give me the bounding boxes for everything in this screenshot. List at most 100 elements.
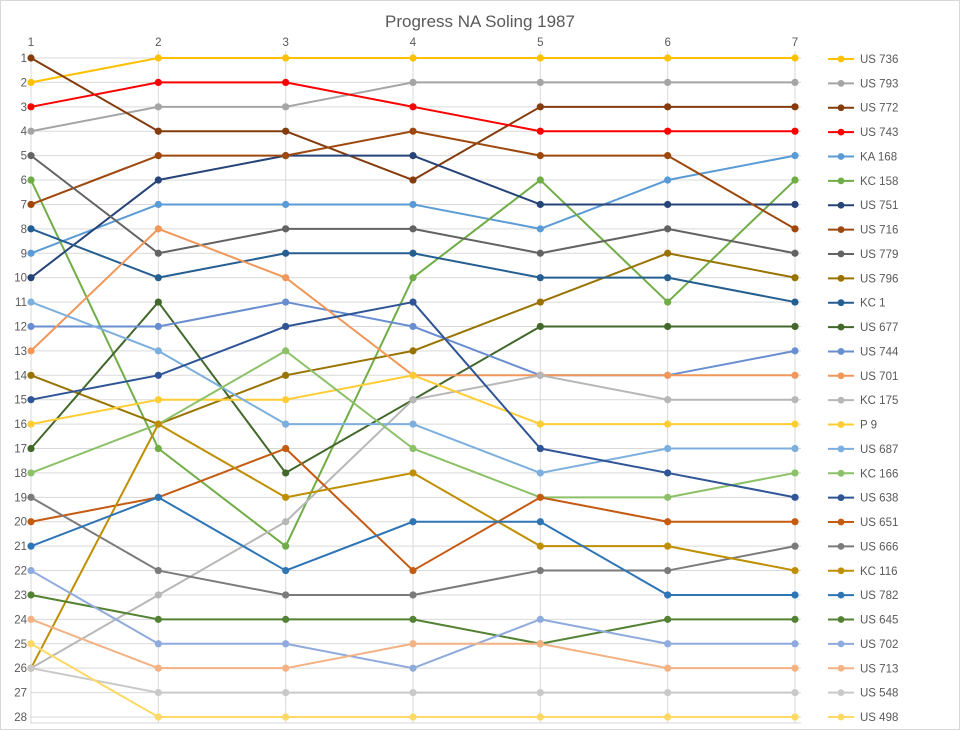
- y-tick-label: 12: [14, 321, 27, 333]
- data-point: [282, 322, 290, 331]
- chart-title: Progress NA Soling 1987: [385, 12, 575, 31]
- legend-dot-swatch: [837, 128, 845, 136]
- legend-dot-swatch: [837, 250, 845, 258]
- legend-label: US 701: [860, 371, 898, 383]
- y-tick-label: 6: [21, 175, 27, 187]
- data-point: [27, 176, 35, 184]
- legend-label: US 743: [860, 127, 898, 139]
- data-point: [536, 152, 544, 160]
- data-point: [409, 713, 417, 721]
- data-point: [664, 664, 672, 672]
- legend-dot-swatch: [837, 494, 845, 502]
- data-point: [536, 298, 544, 306]
- data-point: [791, 713, 799, 721]
- y-tick-label: 14: [14, 370, 27, 382]
- data-point: [536, 225, 544, 233]
- data-point: [664, 298, 672, 306]
- data-point: [154, 152, 162, 160]
- y-tick-label: 2: [21, 77, 27, 89]
- data-point: [664, 615, 672, 623]
- data-point: [791, 664, 799, 672]
- legend-dot-swatch: [837, 104, 845, 112]
- data-point: [664, 469, 672, 477]
- data-point: [27, 54, 35, 62]
- y-tick-label: 3: [21, 102, 27, 114]
- legend-item-us-793: US 793: [828, 78, 898, 90]
- y-tick-label: 8: [21, 224, 27, 236]
- legend-item-us-498: US 498: [828, 712, 898, 724]
- legend-dot-swatch: [837, 348, 845, 355]
- y-tick-label: 24: [14, 614, 27, 626]
- x-tick-label: 6: [664, 37, 670, 49]
- data-point: [409, 640, 417, 648]
- data-point: [282, 518, 290, 526]
- data-point: [664, 640, 672, 648]
- data-point: [791, 176, 799, 184]
- data-point: [664, 127, 672, 135]
- legend-dot-swatch: [837, 299, 845, 307]
- data-point: [664, 518, 672, 526]
- legend-label: US 645: [860, 615, 898, 627]
- data-point: [282, 469, 290, 477]
- legend-item-us-779: US 779: [828, 249, 898, 261]
- legend-dot-swatch: [837, 713, 845, 721]
- legend-label: KC 166: [860, 468, 898, 480]
- data-point: [664, 371, 672, 379]
- legend-label: US 666: [860, 541, 898, 553]
- series-us-645: [27, 591, 799, 648]
- data-point: [27, 640, 35, 648]
- data-point: [536, 249, 544, 257]
- legend-item-kc-116: KC 116: [828, 566, 898, 578]
- data-point: [27, 396, 35, 404]
- data-point: [154, 371, 162, 379]
- data-point: [536, 615, 544, 623]
- legend-dot-swatch: [837, 274, 845, 282]
- legend-item-us-743: US 743: [828, 127, 898, 139]
- legend-item-us-796: US 796: [828, 273, 898, 285]
- data-point: [154, 420, 162, 428]
- data-point: [536, 78, 544, 87]
- data-point: [409, 274, 417, 282]
- legend-label: US 716: [860, 225, 898, 237]
- data-point: [27, 493, 35, 501]
- data-point: [282, 444, 290, 453]
- legend-dot-swatch: [837, 469, 845, 477]
- series-us-716: [27, 127, 799, 233]
- data-point: [791, 347, 799, 355]
- y-tick-label: 18: [14, 468, 27, 480]
- legend-dot-swatch: [837, 518, 845, 526]
- series-us-793: [27, 78, 799, 135]
- data-point: [664, 274, 672, 282]
- x-tick-label: 1: [28, 37, 34, 49]
- data-point: [282, 396, 290, 404]
- data-point: [409, 396, 417, 404]
- data-point: [27, 78, 35, 87]
- y-tick-label: 4: [21, 126, 28, 138]
- data-point: [409, 420, 417, 428]
- legend-dot-swatch: [837, 421, 845, 428]
- data-point: [409, 615, 417, 623]
- legend-dot-swatch: [837, 153, 845, 160]
- data-point: [154, 322, 162, 331]
- legend-item-ka-168: KA 168: [828, 151, 897, 163]
- data-point: [791, 688, 799, 697]
- legend-item-us-782: US 782: [828, 590, 898, 602]
- data-point: [27, 591, 35, 599]
- y-tick-label: 11: [15, 297, 27, 309]
- data-point: [27, 469, 35, 477]
- data-point: [791, 420, 799, 428]
- legend-dot-swatch: [837, 55, 845, 63]
- data-point: [154, 54, 162, 62]
- data-point: [536, 127, 544, 135]
- data-point: [536, 103, 544, 111]
- legend-label: KA 168: [860, 151, 897, 163]
- data-point: [536, 469, 544, 477]
- data-point: [282, 103, 290, 111]
- legend-dot-swatch: [837, 616, 845, 623]
- data-point: [282, 249, 290, 257]
- data-point: [27, 322, 35, 331]
- data-point: [536, 713, 544, 721]
- legend-label: US 772: [860, 103, 898, 115]
- data-point: [154, 249, 162, 257]
- data-point: [536, 176, 544, 184]
